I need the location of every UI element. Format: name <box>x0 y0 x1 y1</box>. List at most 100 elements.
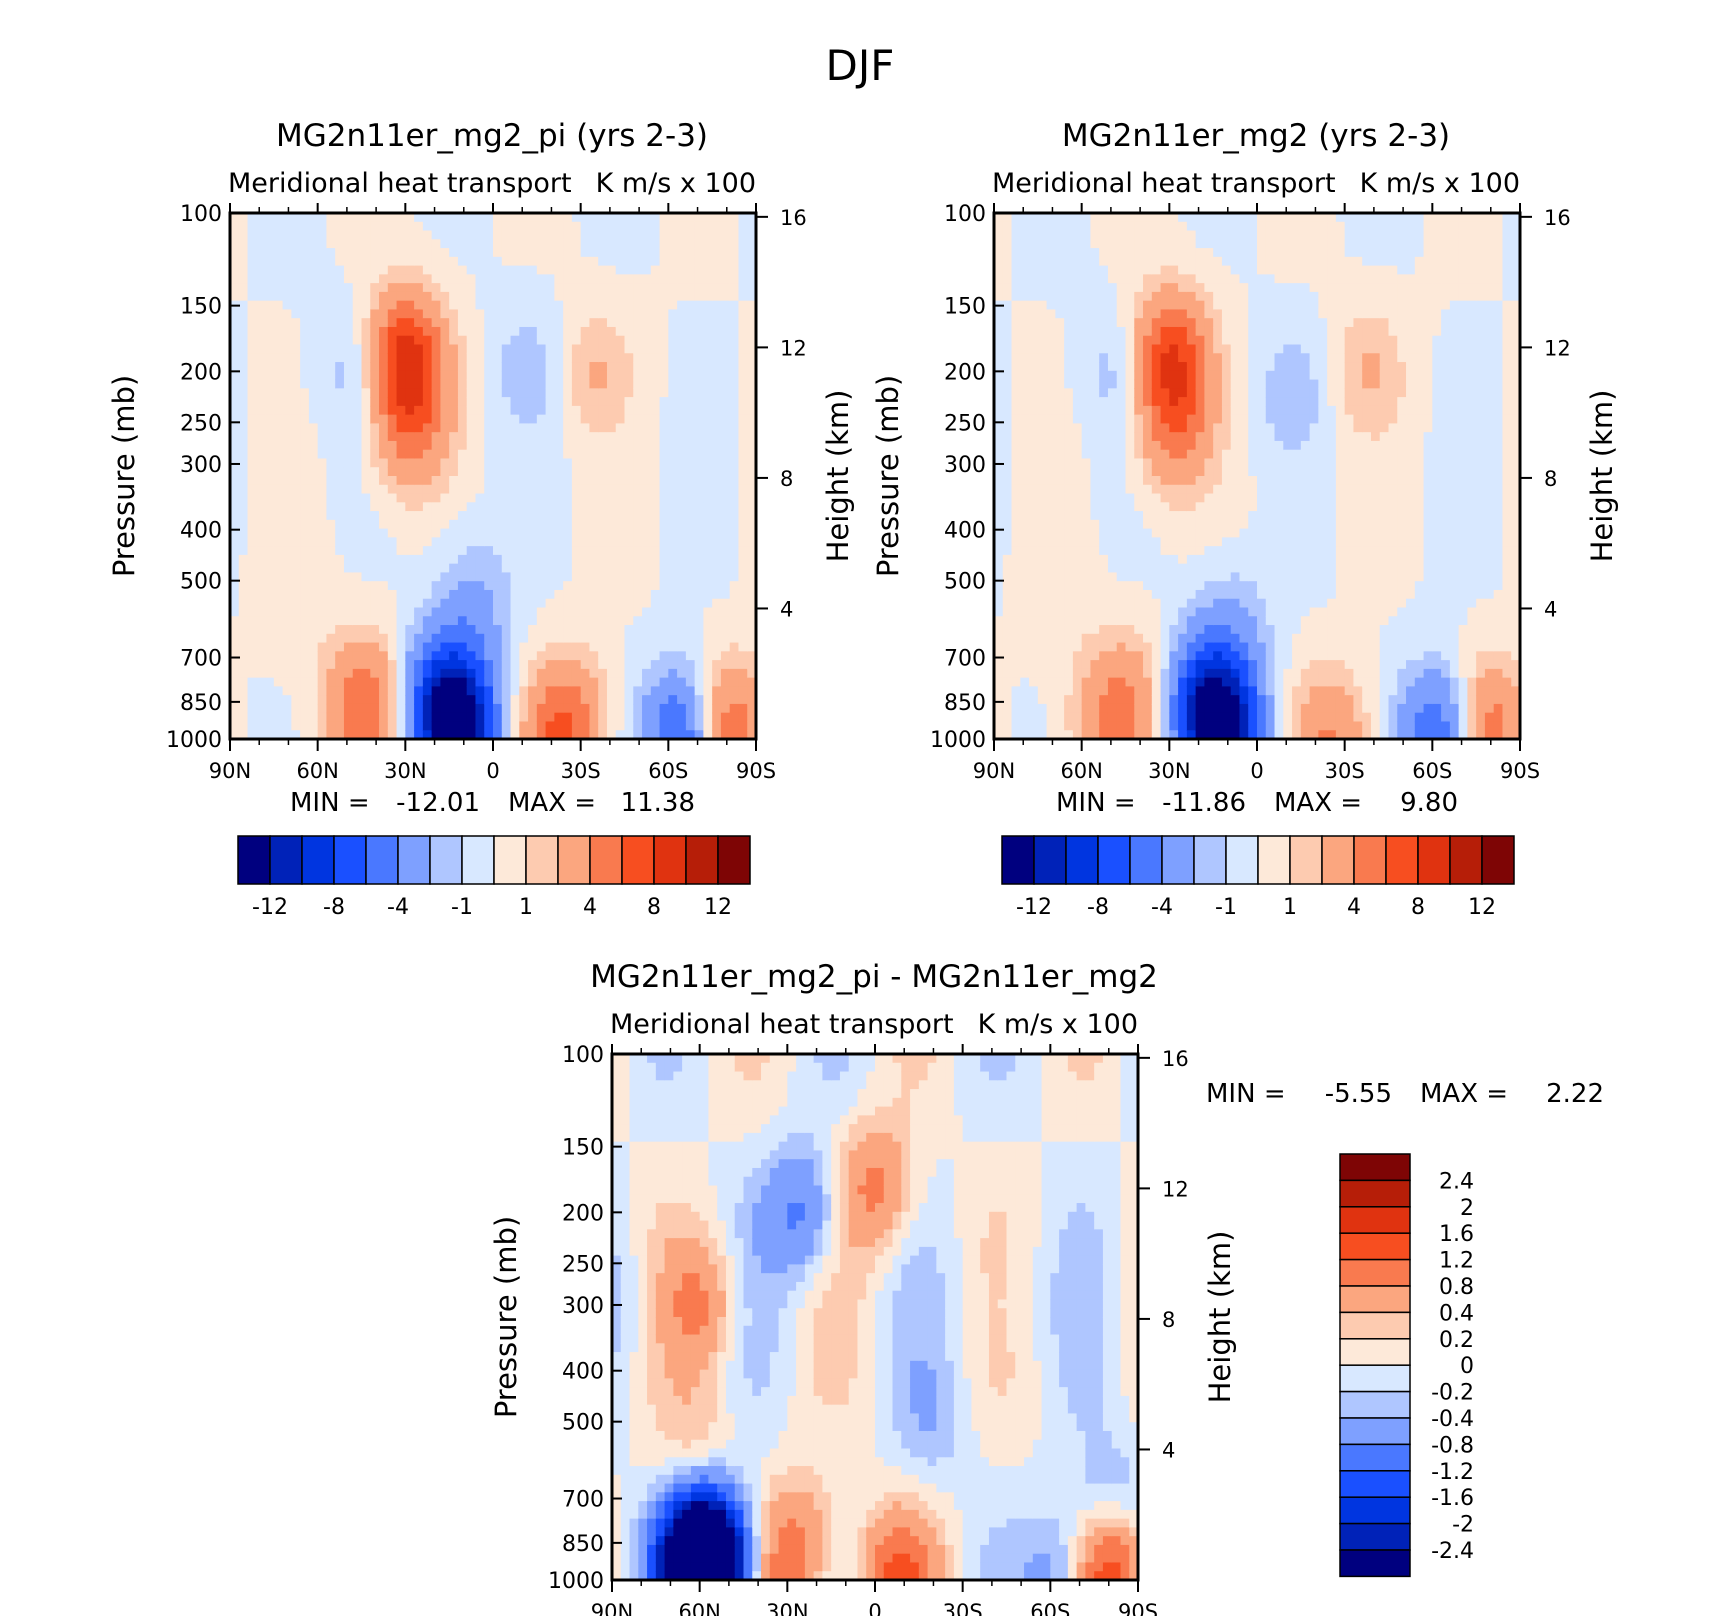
contour-cell <box>545 633 555 644</box>
contour-cell <box>1151 370 1162 381</box>
contour-cell <box>396 344 406 354</box>
contour-cell <box>440 335 450 346</box>
contour-cell <box>624 248 634 258</box>
contour-cell <box>265 440 275 451</box>
contour-cell <box>1072 572 1083 582</box>
contour-cell <box>1143 274 1153 284</box>
contour-cell <box>1090 633 1100 644</box>
contour-cell <box>457 213 468 223</box>
contour-cell <box>545 467 555 477</box>
contour-cell <box>1134 432 1144 442</box>
contour-cell <box>1116 300 1127 311</box>
contour-cell <box>1011 239 1021 249</box>
contour-cell <box>633 607 643 617</box>
contour-cell <box>712 598 722 609</box>
contour-cell <box>1169 213 1179 223</box>
contour-cell <box>238 607 249 617</box>
contour-cell <box>1151 581 1162 591</box>
contour-cell <box>501 397 512 407</box>
contour-cell <box>589 528 599 538</box>
contour-cell <box>615 660 626 670</box>
contour-cell <box>326 677 336 687</box>
contour-cell <box>580 335 591 346</box>
contour-cell <box>335 326 345 337</box>
contour-cell <box>650 537 661 547</box>
contour-cell <box>1020 283 1030 293</box>
max-value: 11.38 <box>621 788 695 818</box>
contour-cell <box>1072 467 1083 477</box>
contour-cell <box>642 695 652 705</box>
colorbar-box <box>237 835 271 885</box>
contour-cell <box>387 397 398 407</box>
contour-cell <box>536 598 547 609</box>
contour-cell <box>536 493 547 503</box>
contour-cell <box>343 528 354 538</box>
contour-cell <box>677 730 687 740</box>
contour-cell <box>1081 248 1092 258</box>
contour-cell <box>317 300 328 311</box>
contour-cell <box>685 248 696 258</box>
contour-cell <box>994 633 1004 644</box>
contour-cell <box>994 651 1004 661</box>
contour-cell <box>484 625 494 635</box>
contour-cell <box>1002 642 1013 652</box>
contour-cell <box>650 616 661 626</box>
contour-cell <box>510 274 520 284</box>
contour-cell <box>493 291 503 302</box>
contour-cell <box>501 230 512 240</box>
contour-cell <box>536 511 547 521</box>
contour-cell <box>405 283 415 293</box>
contour-cell <box>282 625 292 635</box>
contour-cell <box>1020 440 1030 451</box>
contour-cell <box>712 432 722 442</box>
contour-cell <box>1037 633 1048 644</box>
contour-cell <box>615 668 626 679</box>
contour-cell <box>580 695 591 705</box>
contour-cell <box>1081 309 1092 319</box>
contour-cell <box>475 213 485 223</box>
contour-cell <box>1081 493 1092 503</box>
contour-cell <box>720 309 731 319</box>
contour-cell <box>326 458 336 468</box>
contour-cell <box>308 668 319 679</box>
contour-cell <box>1081 616 1092 626</box>
contour-cell <box>440 686 450 696</box>
contour-cell <box>282 537 292 547</box>
contour-cell <box>1125 388 1135 398</box>
contour-cell <box>1090 598 1100 609</box>
contour-cell <box>1020 274 1030 284</box>
contour-cell <box>457 537 468 547</box>
contour-cell <box>545 502 555 512</box>
contour-cell <box>1072 265 1083 275</box>
contour-cell <box>677 616 687 626</box>
contour-cell <box>1029 239 1039 249</box>
contour-cell <box>379 405 389 416</box>
contour-cell <box>484 370 494 381</box>
contour-cell <box>387 686 398 696</box>
contour-cell <box>1116 414 1127 424</box>
contour-cell <box>624 598 634 609</box>
contour-cell <box>422 572 433 582</box>
contour-cell <box>606 554 617 565</box>
contour-cell <box>703 677 713 687</box>
contour-cell <box>291 239 301 249</box>
contour-cell <box>1029 397 1039 407</box>
contour-cell <box>1064 493 1074 503</box>
contour-cell <box>387 633 398 644</box>
contour-cell <box>1125 283 1135 293</box>
contour-cell <box>642 423 652 433</box>
contour-cell <box>1143 554 1153 565</box>
contour-cell <box>247 554 257 565</box>
contour-cell <box>440 291 450 302</box>
contour-cell <box>1090 537 1100 547</box>
contour-cell <box>571 476 582 486</box>
contour-cell <box>1151 598 1162 609</box>
contour-cell <box>1169 677 1179 687</box>
contour-cell <box>352 721 363 731</box>
contour-cell <box>571 326 582 337</box>
contour-cell <box>317 318 328 328</box>
contour-cell <box>457 484 468 495</box>
contour-cell <box>1160 265 1170 275</box>
contour-cell <box>712 239 722 249</box>
contour-cell <box>1099 274 1109 284</box>
